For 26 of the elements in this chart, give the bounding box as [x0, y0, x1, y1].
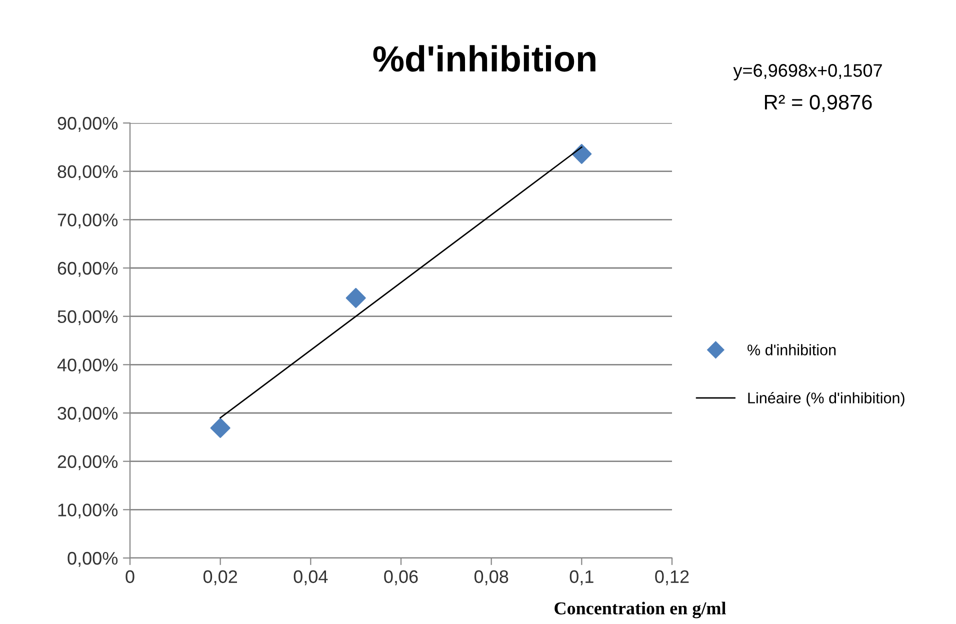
x-tick-label: 0,04: [294, 570, 328, 586]
x-tick-label: 0: [126, 570, 134, 584]
point: [346, 288, 366, 308]
y-tick-label: 0,00%: [68, 552, 118, 567]
y-tick-label: 10,00%: [58, 504, 118, 519]
x-tick-label: 0,02: [203, 570, 237, 586]
chart-title: %d'inhibition: [373, 45, 596, 72]
y-tick-label: 30,00%: [58, 406, 118, 422]
y-tick-label: 20,00%: [58, 455, 118, 470]
legend-label: Linéaire (% d'inhibition): [748, 392, 904, 406]
y-tick-label: 50,00%: [58, 310, 118, 326]
point: [210, 418, 230, 438]
text: y=6,9698x+0,1507: [733, 64, 882, 80]
y-tick-label: 40,00%: [57, 358, 118, 374]
x-tick-label: 0,06: [384, 570, 418, 586]
x-tick-label: 0,1: [570, 570, 594, 586]
point: [572, 144, 592, 164]
text: R² = 0,9876: [764, 94, 872, 112]
x-tick-label: 0,08: [474, 570, 508, 586]
x-axis-title: Concentration en g/ml: [554, 602, 726, 618]
legend-label: % d'inhibition: [748, 344, 836, 356]
y-tick-label: 90,00%: [58, 116, 118, 132]
y-tick-label: 80,00%: [58, 165, 118, 180]
y-tick-label: 60,00%: [58, 262, 118, 277]
x-tick-label: 0,12: [655, 570, 689, 586]
y-tick-label: 70,00%: [58, 214, 118, 229]
